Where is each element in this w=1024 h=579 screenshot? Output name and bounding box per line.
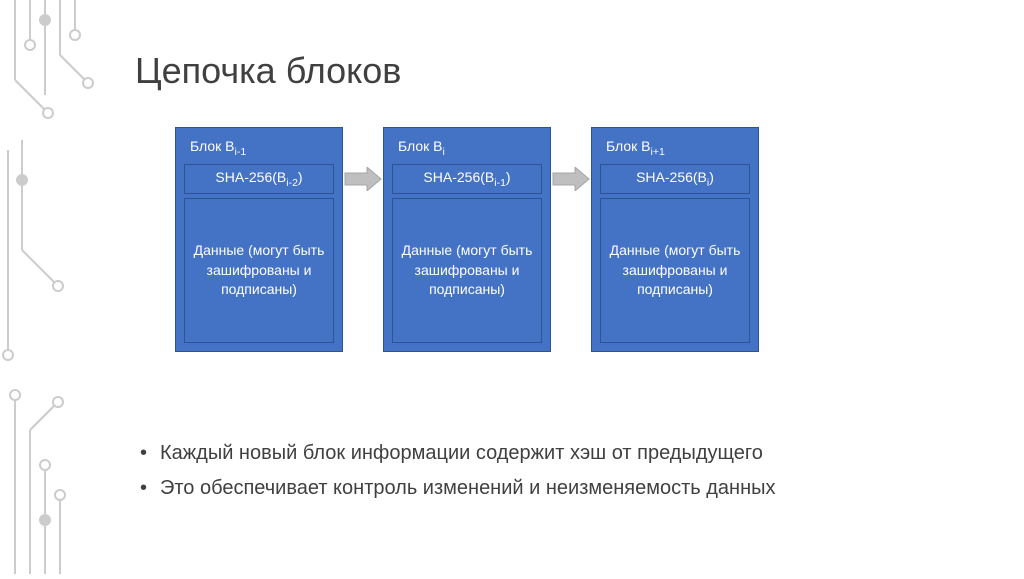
block-2-data: Данные (могут быть зашифрованы и подписа… xyxy=(600,198,750,343)
bullet-1: Это обеспечивает контроль изменений и не… xyxy=(140,477,1005,500)
block-0: Блок Bi-1 SHA-256(Bi-2) Данные (могут бы… xyxy=(175,127,343,352)
blockchain-diagram: Блок Bi-1 SHA-256(Bi-2) Данные (могут бы… xyxy=(175,127,1005,352)
bullet-0: Каждый новый блок информации содержит хэ… xyxy=(140,442,1005,465)
block-2-hash: SHA-256(Bi) xyxy=(600,164,750,194)
block-1-data: Данные (могут быть зашифрованы и подписа… xyxy=(392,198,542,343)
block-0-label: Блок Bi-1 xyxy=(184,136,334,160)
circuit-decoration xyxy=(0,0,110,574)
arrow-1 xyxy=(551,127,591,352)
block-2: Блок Bi+1 SHA-256(Bi) Данные (могут быть… xyxy=(591,127,759,352)
block-1: Блок Bi SHA-256(Bi-1) Данные (могут быть… xyxy=(383,127,551,352)
block-2-label: Блок Bi+1 xyxy=(600,136,750,160)
content-area: Цепочка блоков Блок Bi-1 SHA-256(Bi-2) Д… xyxy=(135,50,1005,512)
block-1-hash: SHA-256(Bi-1) xyxy=(392,164,542,194)
block-0-hash: SHA-256(Bi-2) xyxy=(184,164,334,194)
arrow-0 xyxy=(343,127,383,352)
block-1-label: Блок Bi xyxy=(392,136,542,160)
block-0-data: Данные (могут быть зашифрованы и подписа… xyxy=(184,198,334,343)
page-title: Цепочка блоков xyxy=(135,50,1005,92)
bullet-list: Каждый новый блок информации содержит хэ… xyxy=(135,442,1005,500)
